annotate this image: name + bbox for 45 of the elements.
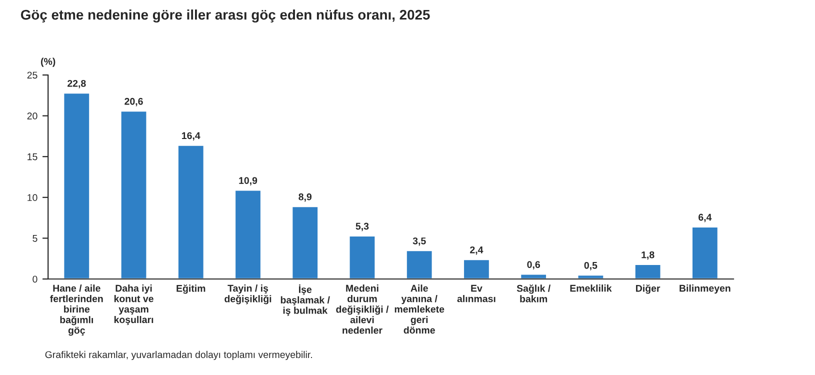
data-label: 10,9 <box>239 177 258 186</box>
data-label: 22,8 <box>68 80 86 88</box>
x-tick-label: Tayin / iş değişikliği <box>224 284 272 304</box>
data-label: 5,3 <box>356 222 369 232</box>
x-tick-label: Medeni durum değişikliği / ailevi nedenler <box>336 284 389 334</box>
bar <box>177 144 205 279</box>
x-tick-label: Emeklilik <box>570 284 612 292</box>
data-label: 0,5 <box>584 262 598 270</box>
data-label: 20,6 <box>124 98 143 106</box>
y-tick-label: 20 <box>27 112 38 120</box>
data-label: 3,5 <box>412 237 426 246</box>
x-tick-label: Ev alınması <box>457 284 496 302</box>
data-label: 16,4 <box>182 132 200 140</box>
bar <box>520 273 548 279</box>
y-tick-label: 10 <box>28 194 38 202</box>
y-tick-label: 5 <box>32 235 38 242</box>
bar <box>120 110 148 279</box>
bar <box>62 92 90 279</box>
x-tick-label: Sağlık / bakım <box>516 284 551 302</box>
bar <box>234 189 262 279</box>
bar <box>462 258 490 279</box>
bar <box>691 226 719 279</box>
x-tick-label: Aile yanına / memlekete geri dönme <box>394 284 444 334</box>
data-label: 0,6 <box>527 261 540 270</box>
y-tick-label: 0 <box>32 276 38 283</box>
x-tick-label: Daha iyi konut ve yaşam koşulları <box>114 284 154 326</box>
y-tick-label: 25 <box>27 72 38 79</box>
bar <box>291 206 319 279</box>
y-tick-label: 15 <box>28 153 38 160</box>
x-tick-label: Bilinmeyen <box>680 284 730 294</box>
data-label: 2,4 <box>470 246 484 255</box>
data-label: 6,4 <box>698 214 712 222</box>
x-tick-label: Hane / aile fertlerinden birine bağımlı göç <box>50 284 103 336</box>
x-tick-label: İşe başlamak / iş bulmak <box>280 284 330 316</box>
bar <box>576 274 605 279</box>
text: Grafikteki rakamlar, yuvarlamadan dolayı toplamı vermeyebilir. <box>45 350 312 360</box>
bar <box>348 235 376 279</box>
data-label: 8,9 <box>298 193 312 202</box>
y-axis-title: (%) <box>41 58 56 67</box>
x-tick-label: Diğer <box>636 284 660 294</box>
bar <box>634 264 662 279</box>
data-label: 1,8 <box>642 251 654 260</box>
x-tick-label: Eğitim <box>176 284 206 294</box>
chart-title: Göç etme nedenine göre iller arası göç eden nüfus oranı, 2025 <box>20 9 430 22</box>
bar <box>406 250 434 279</box>
